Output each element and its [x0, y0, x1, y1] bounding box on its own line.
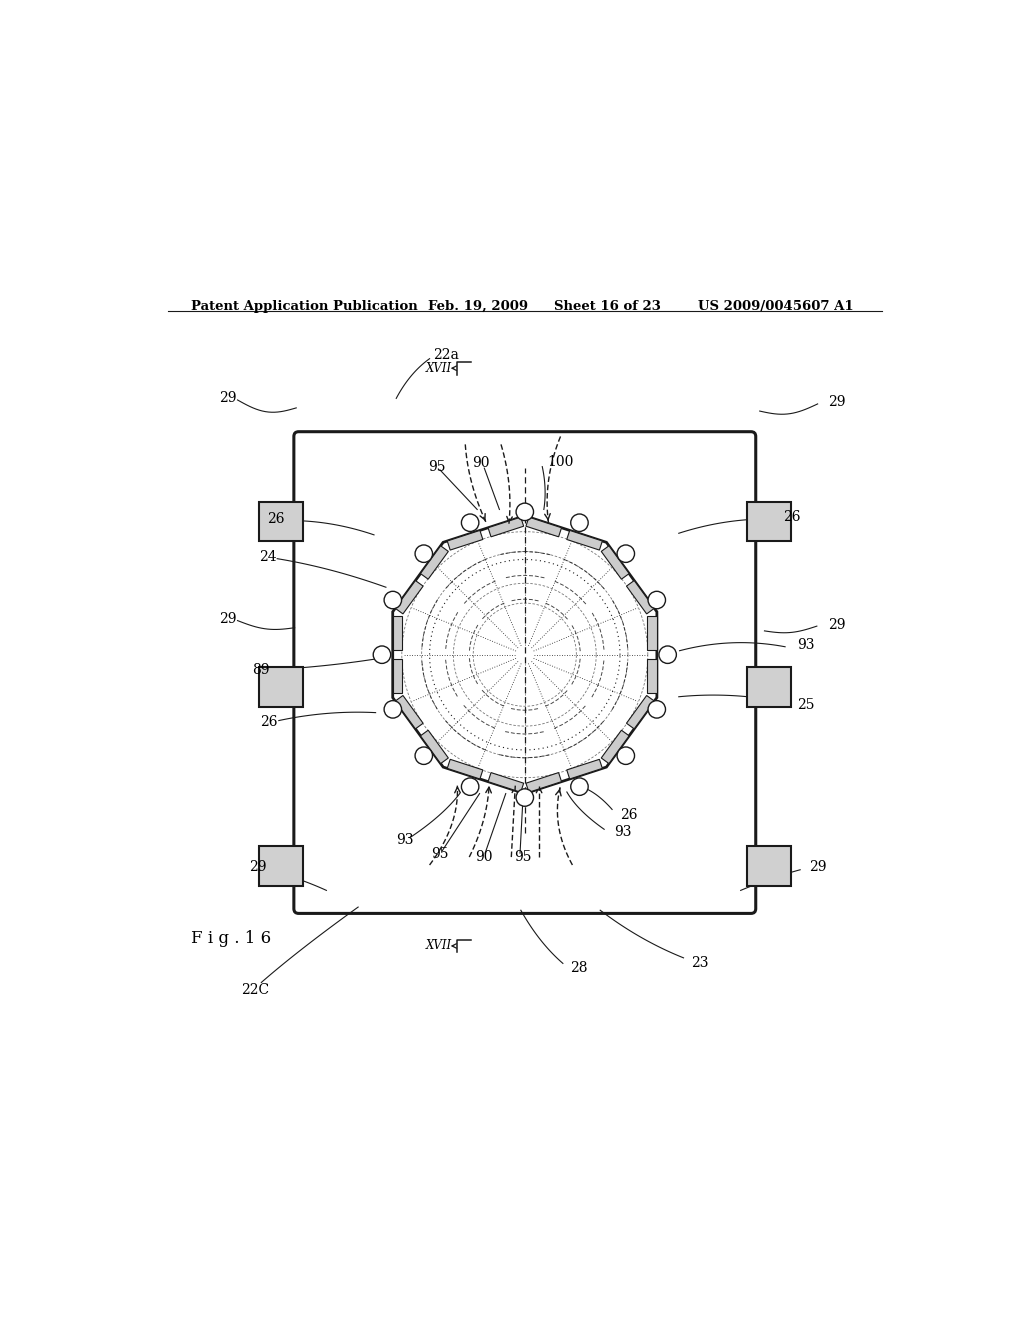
Polygon shape — [647, 616, 656, 651]
Text: Feb. 19, 2009: Feb. 19, 2009 — [428, 300, 528, 313]
Text: 28: 28 — [570, 961, 588, 975]
Circle shape — [570, 513, 588, 532]
Circle shape — [373, 645, 391, 664]
Polygon shape — [627, 581, 654, 614]
Circle shape — [462, 513, 479, 532]
Text: 29: 29 — [219, 391, 237, 405]
Text: 90: 90 — [475, 850, 493, 865]
Circle shape — [384, 591, 401, 609]
Bar — [259, 846, 303, 886]
Circle shape — [617, 545, 635, 562]
Bar — [259, 667, 303, 706]
Polygon shape — [488, 772, 523, 792]
Circle shape — [516, 503, 534, 520]
Text: 29: 29 — [219, 612, 237, 626]
Polygon shape — [647, 659, 656, 693]
Polygon shape — [526, 772, 561, 792]
Text: Sheet 16 of 23: Sheet 16 of 23 — [554, 300, 662, 313]
Polygon shape — [488, 517, 523, 537]
Circle shape — [415, 747, 432, 764]
Text: 24: 24 — [259, 550, 276, 564]
Circle shape — [570, 777, 588, 796]
Text: 89: 89 — [253, 663, 270, 677]
Polygon shape — [393, 616, 402, 651]
Circle shape — [384, 701, 401, 718]
Circle shape — [648, 701, 666, 718]
Text: US 2009/0045607 A1: US 2009/0045607 A1 — [697, 300, 853, 313]
Text: 100: 100 — [547, 455, 573, 469]
Text: 26: 26 — [260, 715, 279, 729]
Polygon shape — [601, 545, 629, 579]
Polygon shape — [601, 730, 629, 763]
Polygon shape — [421, 730, 449, 763]
Circle shape — [617, 747, 635, 764]
Bar — [746, 667, 791, 706]
Text: XVII: XVII — [426, 940, 452, 953]
Polygon shape — [421, 545, 449, 579]
Text: 26: 26 — [782, 511, 800, 524]
Text: 95: 95 — [431, 847, 449, 861]
Bar — [746, 846, 791, 886]
Text: 22a: 22a — [433, 347, 460, 362]
Text: XVII: XVII — [426, 362, 452, 375]
Polygon shape — [447, 531, 483, 550]
Text: 29: 29 — [828, 395, 846, 409]
Text: 95: 95 — [514, 850, 532, 865]
Polygon shape — [627, 696, 654, 729]
Text: 26: 26 — [267, 512, 285, 525]
Polygon shape — [395, 696, 423, 729]
Text: Patent Application Publication: Patent Application Publication — [191, 300, 418, 313]
Text: 93: 93 — [797, 638, 814, 652]
Text: 95: 95 — [428, 459, 445, 474]
Text: 29: 29 — [828, 618, 846, 631]
Circle shape — [415, 545, 432, 562]
Polygon shape — [566, 759, 602, 779]
Text: 93: 93 — [614, 825, 632, 838]
Polygon shape — [395, 581, 423, 614]
Polygon shape — [526, 517, 561, 537]
Circle shape — [462, 777, 479, 796]
Bar — [259, 502, 303, 541]
Text: 23: 23 — [691, 956, 709, 970]
Text: 25: 25 — [797, 698, 814, 711]
Circle shape — [658, 645, 677, 664]
FancyBboxPatch shape — [294, 432, 756, 913]
Polygon shape — [393, 659, 402, 693]
Circle shape — [516, 789, 534, 807]
Polygon shape — [447, 759, 483, 779]
Polygon shape — [566, 531, 602, 550]
Text: 29: 29 — [809, 859, 826, 874]
Text: 22C: 22C — [242, 983, 269, 998]
Text: 93: 93 — [396, 833, 414, 846]
Circle shape — [648, 591, 666, 609]
Bar — [746, 502, 791, 541]
Text: 29: 29 — [250, 859, 267, 874]
Text: 90: 90 — [472, 457, 489, 470]
Text: 26: 26 — [620, 808, 638, 822]
Text: F i g . 1 6: F i g . 1 6 — [191, 929, 271, 946]
